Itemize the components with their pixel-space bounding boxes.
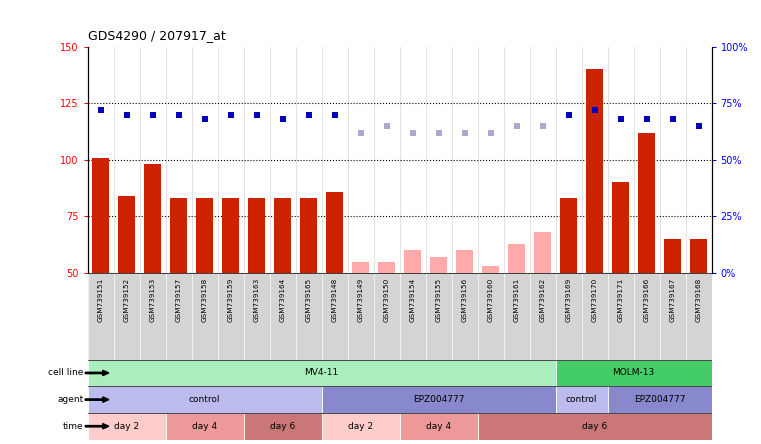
Text: GSM739157: GSM739157 bbox=[176, 278, 182, 321]
Text: GSM739148: GSM739148 bbox=[332, 278, 338, 321]
Bar bbox=[586, 69, 603, 273]
Text: GSM739156: GSM739156 bbox=[461, 278, 467, 321]
Bar bbox=[88, 360, 556, 386]
Bar bbox=[556, 386, 607, 413]
Text: day 4: day 4 bbox=[192, 422, 217, 431]
Text: GSM739159: GSM739159 bbox=[228, 278, 234, 321]
Bar bbox=[378, 262, 395, 273]
Text: cell line: cell line bbox=[49, 369, 84, 377]
Bar bbox=[222, 198, 239, 273]
Bar bbox=[196, 198, 213, 273]
Text: GSM739151: GSM739151 bbox=[97, 278, 103, 321]
Text: control: control bbox=[189, 395, 220, 404]
Bar bbox=[664, 239, 681, 273]
Bar bbox=[274, 198, 291, 273]
Text: GSM739164: GSM739164 bbox=[279, 278, 285, 321]
Bar bbox=[404, 250, 421, 273]
Text: GSM739150: GSM739150 bbox=[384, 278, 390, 321]
Text: day 6: day 6 bbox=[270, 422, 295, 431]
Text: day 6: day 6 bbox=[582, 422, 607, 431]
Bar bbox=[244, 413, 322, 440]
Text: control: control bbox=[565, 395, 597, 404]
Bar bbox=[482, 266, 499, 273]
Bar bbox=[300, 198, 317, 273]
Text: GSM739160: GSM739160 bbox=[488, 278, 494, 321]
Text: GSM739158: GSM739158 bbox=[202, 278, 208, 321]
Text: GSM739169: GSM739169 bbox=[565, 278, 572, 321]
Text: day 4: day 4 bbox=[426, 422, 451, 431]
Bar bbox=[322, 413, 400, 440]
Bar bbox=[430, 257, 447, 273]
Bar bbox=[92, 158, 109, 273]
Text: day 2: day 2 bbox=[114, 422, 139, 431]
Bar bbox=[326, 191, 343, 273]
Text: GSM739155: GSM739155 bbox=[435, 278, 441, 321]
Text: agent: agent bbox=[58, 395, 84, 404]
Bar bbox=[248, 198, 265, 273]
Text: EPZ004777: EPZ004777 bbox=[634, 395, 686, 404]
Text: GSM739165: GSM739165 bbox=[305, 278, 311, 321]
Bar bbox=[478, 413, 712, 440]
Bar bbox=[88, 413, 166, 440]
Bar bbox=[170, 198, 187, 273]
Bar bbox=[88, 386, 322, 413]
Bar bbox=[144, 164, 161, 273]
Text: GSM739154: GSM739154 bbox=[409, 278, 416, 321]
Bar bbox=[690, 239, 707, 273]
Bar bbox=[118, 196, 135, 273]
Bar bbox=[638, 133, 655, 273]
Bar bbox=[560, 198, 577, 273]
Text: day 2: day 2 bbox=[348, 422, 373, 431]
Text: GSM739170: GSM739170 bbox=[591, 278, 597, 321]
Text: MOLM-13: MOLM-13 bbox=[613, 369, 654, 377]
Text: EPZ004777: EPZ004777 bbox=[412, 395, 464, 404]
Text: GSM739153: GSM739153 bbox=[149, 278, 155, 321]
Text: MV4-11: MV4-11 bbox=[304, 369, 339, 377]
Text: GSM739163: GSM739163 bbox=[253, 278, 260, 321]
Bar bbox=[508, 244, 525, 273]
Text: time: time bbox=[63, 422, 84, 431]
Text: GSM739161: GSM739161 bbox=[514, 278, 520, 321]
Bar bbox=[166, 413, 244, 440]
Bar bbox=[456, 250, 473, 273]
Text: GSM739168: GSM739168 bbox=[696, 278, 702, 321]
Bar bbox=[612, 182, 629, 273]
Bar bbox=[556, 360, 712, 386]
Text: GSM739162: GSM739162 bbox=[540, 278, 546, 321]
Text: GSM739152: GSM739152 bbox=[123, 278, 129, 321]
Text: GSM739171: GSM739171 bbox=[617, 278, 623, 321]
Bar bbox=[400, 413, 478, 440]
Text: GDS4290 / 207917_at: GDS4290 / 207917_at bbox=[88, 29, 225, 42]
Bar bbox=[322, 386, 556, 413]
Bar bbox=[607, 386, 712, 413]
Text: GSM739167: GSM739167 bbox=[670, 278, 676, 321]
Bar bbox=[534, 232, 551, 273]
Bar bbox=[352, 262, 369, 273]
Text: GSM739166: GSM739166 bbox=[644, 278, 650, 321]
Text: GSM739149: GSM739149 bbox=[358, 278, 364, 321]
